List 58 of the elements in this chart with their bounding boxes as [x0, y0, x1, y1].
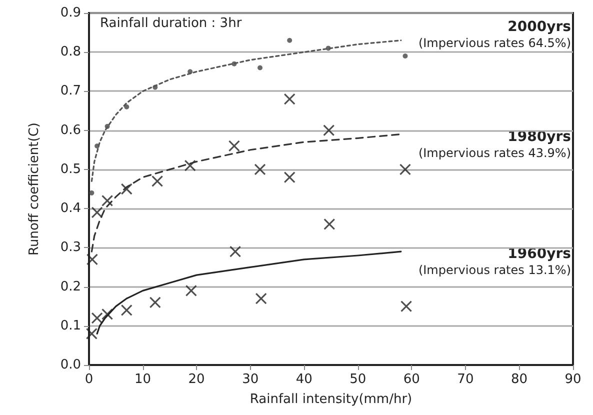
- point: [91, 206, 103, 218]
- point: [255, 292, 267, 304]
- point: [149, 296, 161, 308]
- annotation: 1960yrs: [508, 246, 571, 262]
- point: [124, 104, 130, 110]
- x-tick-label: 40: [296, 372, 312, 387]
- x-axis-title: Rainfall intensity(mm/hr): [250, 392, 412, 407]
- point: [284, 93, 296, 105]
- point: [323, 124, 335, 136]
- annotation: 1980yrs: [508, 129, 571, 145]
- annotation: Rainfall duration : 3hr: [100, 16, 242, 31]
- x-tick-label: 90: [564, 372, 582, 387]
- point: [86, 254, 98, 266]
- y-tick-label: 0.0: [60, 358, 81, 372]
- point: [229, 246, 242, 258]
- point: [324, 218, 336, 230]
- x-tick-label: 30: [242, 372, 259, 387]
- annotation: (Impervious rates 13.1%): [418, 263, 572, 277]
- point: [184, 160, 196, 172]
- point: [228, 140, 240, 152]
- point: [185, 284, 197, 296]
- line-series: [90, 40, 402, 182]
- annotation: (Impervious rates 64.5%): [418, 36, 572, 50]
- point: [258, 65, 263, 70]
- y-tick-label: 0.5: [60, 162, 81, 177]
- point: [120, 304, 132, 316]
- point: [254, 164, 266, 176]
- x-tick-label: 0: [84, 372, 94, 387]
- annotation: 2000yrs: [508, 19, 571, 35]
- y-tick-label: 0.2: [60, 279, 81, 294]
- point: [120, 183, 132, 195]
- x-tick-label: 20: [188, 372, 205, 387]
- point: [152, 175, 164, 187]
- x-tick-label: 70: [457, 372, 474, 387]
- y-tick-label: 0.4: [60, 201, 81, 216]
- point: [101, 308, 114, 320]
- point: [86, 328, 98, 340]
- point: [287, 38, 292, 43]
- x-tick-label: 10: [134, 372, 152, 387]
- line-series: [90, 133, 402, 252]
- y-tick-label: 0.8: [60, 44, 81, 60]
- annotation: (Impervious rates 43.9%): [418, 146, 572, 160]
- y-tick-label: 0.9: [60, 6, 81, 20]
- point: [89, 190, 94, 196]
- y-tick-label: 0.6: [60, 122, 81, 138]
- y-axis-title: Runoff coefficient(C): [27, 122, 42, 256]
- y-tick-label: 0.3: [60, 240, 81, 256]
- point: [402, 54, 408, 59]
- y-tick-label: 0.1: [60, 318, 81, 334]
- point: [400, 300, 412, 312]
- x-tick-label: 50: [350, 372, 366, 387]
- point: [91, 312, 103, 324]
- point: [101, 194, 114, 207]
- y-tick-label: 0.7: [60, 84, 81, 99]
- x-tick-label: 60: [403, 372, 420, 387]
- point: [399, 164, 412, 176]
- x-tick-label: 80: [510, 372, 528, 387]
- point: [284, 171, 296, 184]
